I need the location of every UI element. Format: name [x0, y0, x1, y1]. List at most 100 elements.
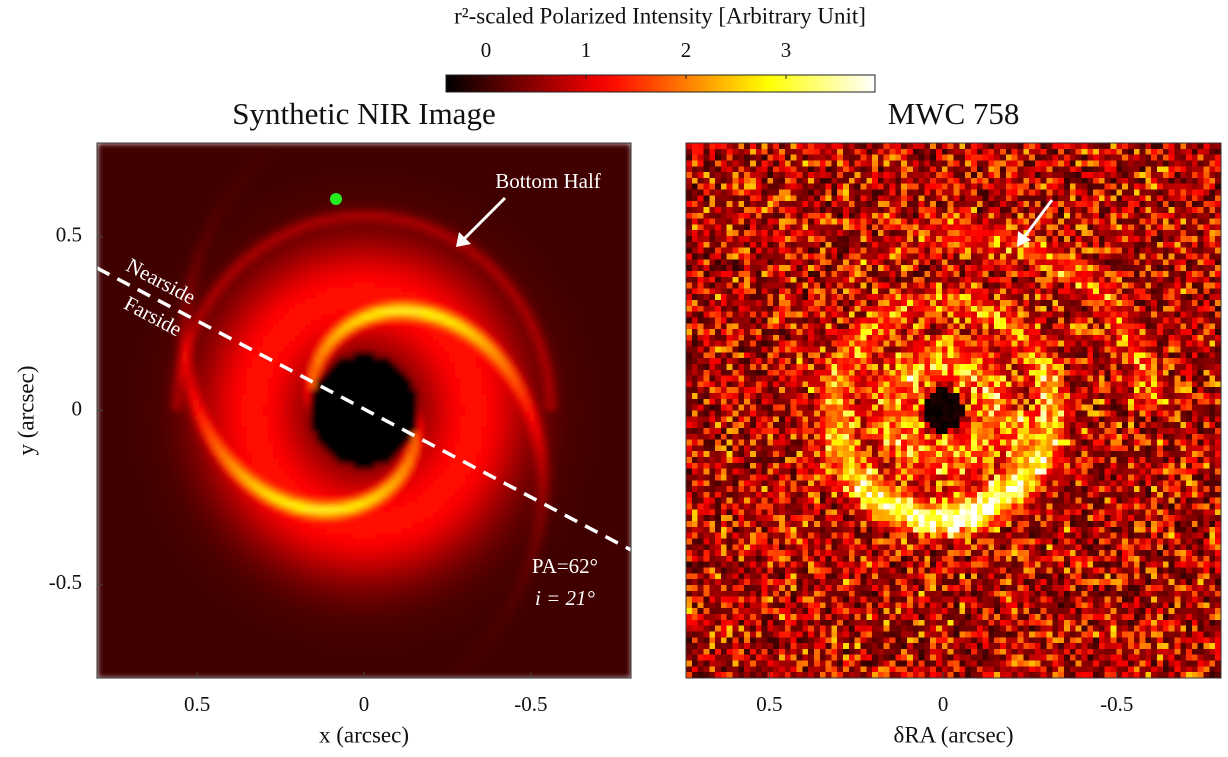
image-pixel [465, 324, 472, 331]
image-pixel [225, 298, 232, 305]
image-pixel [331, 378, 338, 385]
image-pixel [139, 346, 146, 353]
image-pixel [161, 255, 168, 262]
image-pixel [513, 148, 520, 155]
image-pixel [182, 287, 189, 294]
image-pixel [609, 169, 616, 176]
image-pixel [113, 196, 119, 203]
image-pixel [337, 250, 344, 256]
image-pixel [203, 378, 210, 385]
image-pixel [235, 196, 242, 203]
image-pixel [193, 159, 200, 165]
image-pixel [118, 335, 125, 342]
image-pixel [235, 394, 242, 401]
image-pixel [182, 159, 189, 165]
image-pixel [347, 357, 354, 363]
image-pixel [262, 276, 269, 283]
image-pixel [171, 255, 178, 262]
image-pixel [262, 335, 269, 342]
image-pixel [588, 389, 595, 396]
image-pixel [289, 266, 296, 272]
image-pixel [321, 346, 328, 353]
image-pixel [593, 250, 600, 256]
image-pixel [214, 250, 221, 256]
image-pixel [454, 276, 461, 283]
image-pixel [315, 180, 322, 187]
image-pixel [470, 319, 477, 326]
image-pixel [342, 346, 349, 353]
image-pixel [209, 255, 216, 262]
image-pixel [422, 196, 429, 203]
image-pixel [337, 207, 344, 214]
image-pixel [481, 351, 488, 358]
image-pixel [113, 260, 119, 267]
image-pixel [497, 378, 504, 385]
image-pixel [209, 207, 216, 214]
image-pixel [353, 303, 360, 310]
image-pixel [492, 399, 499, 406]
image-pixel [582, 367, 589, 374]
image-pixel [625, 191, 631, 198]
image-pixel [193, 196, 200, 203]
image-pixel [321, 175, 328, 182]
image-pixel [353, 287, 360, 294]
image-pixel [107, 159, 114, 165]
image-pixel [422, 233, 429, 240]
image-pixel [577, 351, 584, 358]
image-pixel [545, 314, 552, 321]
image-pixel [470, 362, 477, 369]
image-pixel [278, 153, 285, 160]
image-pixel [337, 271, 344, 278]
image-pixel [358, 383, 365, 390]
image-pixel [251, 212, 258, 219]
image-pixel [129, 175, 135, 182]
image-pixel [347, 314, 354, 321]
image-pixel [593, 292, 600, 299]
image-pixel [396, 271, 402, 278]
image-pixel [129, 330, 135, 337]
image-pixel [161, 346, 168, 353]
image-pixel [230, 303, 237, 310]
image-pixel [235, 212, 242, 219]
image-pixel [102, 233, 109, 240]
image-pixel [331, 351, 338, 358]
image-pixel [476, 282, 483, 289]
image-pixel [310, 405, 317, 412]
image-pixel [358, 164, 365, 171]
image-pixel [582, 228, 589, 235]
image-pixel [396, 378, 402, 385]
image-pixel [513, 233, 520, 240]
image-pixel [556, 357, 563, 363]
image-pixel [513, 362, 520, 369]
image-pixel [235, 180, 242, 187]
image-pixel [289, 357, 296, 363]
image-pixel [203, 148, 210, 155]
image-pixel [577, 239, 584, 246]
image-pixel [486, 399, 493, 406]
image-pixel [396, 185, 402, 192]
image-pixel [481, 185, 488, 192]
image-pixel [444, 319, 451, 326]
image-pixel [331, 244, 338, 251]
image-pixel [129, 148, 135, 155]
image-pixel [481, 292, 488, 299]
image-pixel [214, 169, 221, 176]
image-pixel [235, 330, 242, 337]
image-pixel [396, 351, 402, 358]
image-pixel [214, 239, 221, 246]
image-pixel [422, 362, 429, 369]
image-pixel [540, 196, 547, 203]
image-pixel [267, 287, 274, 294]
image-pixel [609, 201, 616, 208]
image-pixel [257, 164, 264, 171]
image-pixel [582, 351, 589, 358]
image-pixel [412, 207, 418, 214]
image-pixel [481, 282, 488, 289]
image-pixel [241, 250, 248, 256]
image-pixel [193, 169, 200, 176]
image-pixel [251, 201, 258, 208]
image-pixel [171, 260, 178, 267]
image-pixel [433, 367, 440, 374]
image-pixel [241, 217, 248, 224]
image-pixel [550, 159, 557, 165]
